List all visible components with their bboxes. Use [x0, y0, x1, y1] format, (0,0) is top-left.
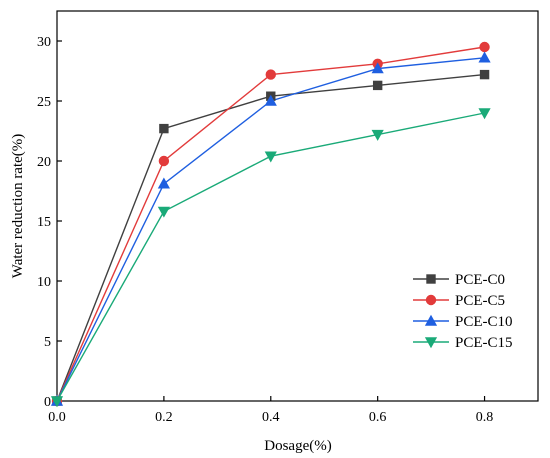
legend-marker-pce-c5 [425, 294, 437, 306]
series-line-pce-c10 [56, 57, 485, 402]
data-point-pce-c15 [478, 108, 491, 120]
y-tick-label: 0 [44, 395, 51, 410]
x-tick-label: 0.8 [476, 410, 494, 425]
data-point-pce-c0 [479, 69, 490, 80]
series-markers [50, 41, 491, 408]
legend-label-pce-c5: PCE-C5 [455, 293, 505, 309]
y-axis-title: Water reduction rate(%) [10, 134, 26, 279]
plot-frame [56, 10, 539, 402]
data-point-pce-c15 [371, 129, 384, 141]
x-tick-label: 0.0 [48, 410, 66, 425]
y-axis: 0 5 10 15 20 25 30 [37, 35, 62, 410]
data-point-pce-c0 [159, 123, 169, 134]
legend-label-pce-c0: PCE-C0 [455, 272, 505, 288]
data-point-pce-c15 [157, 206, 170, 218]
legend-marker-pce-c10 [424, 314, 438, 326]
series-line-pce-c0 [56, 73, 485, 402]
legend: PCE-C0 PCE-C5 PCE-C10 PCE-C15 [413, 272, 513, 351]
x-axis: 0.0 0.2 0.4 0.6 0.8 [48, 396, 493, 425]
legend-label-pce-c10: PCE-C10 [455, 314, 513, 330]
data-point-pce-c5 [158, 155, 170, 167]
y-tick-label: 25 [37, 95, 51, 110]
y-tick-label: 15 [37, 215, 51, 230]
x-tick-label: 0.6 [369, 410, 387, 425]
data-point-pce-c10 [371, 62, 384, 74]
data-point-pce-c10 [264, 94, 277, 106]
data-point-pce-c5 [265, 69, 276, 80]
y-tick-label: 30 [37, 35, 51, 50]
data-point-pce-c10 [157, 177, 170, 189]
data-point-pce-c5 [479, 41, 490, 53]
legend-marker-pce-c0 [426, 274, 436, 284]
x-axis-title: Dosage(%) [264, 438, 331, 454]
x-tick-label: 0.4 [262, 410, 280, 425]
y-tick-label: 20 [37, 155, 51, 170]
legend-marker-pce-c15 [424, 337, 438, 349]
x-tick-label: 0.2 [155, 410, 173, 425]
legend-label-pce-c15: PCE-C15 [455, 335, 513, 351]
data-point-pce-c15 [264, 151, 277, 163]
y-tick-label: 10 [37, 275, 51, 290]
data-point-pce-c10 [478, 51, 491, 63]
data-point-pce-c15 [50, 396, 64, 408]
y-tick-label: 5 [44, 335, 51, 350]
data-point-pce-c0 [372, 80, 383, 91]
